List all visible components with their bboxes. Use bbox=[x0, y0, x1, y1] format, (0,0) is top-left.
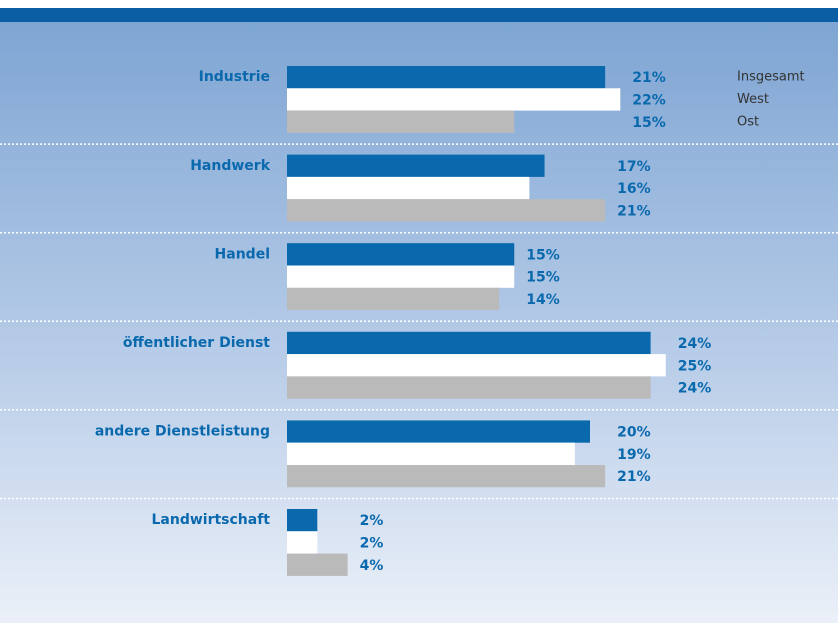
bar bbox=[287, 110, 515, 133]
value-label: 4% bbox=[360, 558, 384, 574]
bar bbox=[287, 287, 500, 311]
bar bbox=[287, 442, 575, 465]
bar bbox=[287, 465, 606, 488]
value-label: 21% bbox=[632, 70, 666, 86]
bar bbox=[287, 176, 530, 200]
value-label: 16% bbox=[617, 181, 651, 197]
category-label: Landwirtschaft bbox=[151, 512, 270, 528]
category-label: Industrie bbox=[199, 69, 270, 85]
bar bbox=[287, 66, 606, 89]
bar bbox=[287, 553, 348, 576]
bar bbox=[287, 154, 545, 177]
value-label: 2% bbox=[360, 535, 384, 551]
legend-label: West bbox=[737, 92, 769, 107]
bar bbox=[287, 354, 666, 377]
bar bbox=[287, 531, 318, 554]
value-label: 21% bbox=[617, 203, 651, 219]
bar bbox=[287, 376, 651, 399]
value-label: 21% bbox=[617, 469, 651, 485]
bar bbox=[287, 243, 515, 266]
value-label: 24% bbox=[678, 336, 712, 352]
value-label: 15% bbox=[526, 247, 560, 263]
value-label: 22% bbox=[632, 92, 666, 108]
category-label: andere Dienstleistung bbox=[95, 424, 270, 440]
legend-label: Insgesamt bbox=[737, 70, 805, 85]
value-label: 2% bbox=[360, 513, 384, 529]
value-label: 19% bbox=[617, 447, 651, 463]
legend-label: Ost bbox=[737, 114, 759, 129]
value-label: 20% bbox=[617, 425, 651, 441]
bar bbox=[287, 420, 590, 443]
value-label: 15% bbox=[632, 115, 666, 131]
bar bbox=[287, 88, 621, 111]
category-label: Handel bbox=[215, 246, 270, 262]
value-label: 25% bbox=[678, 358, 712, 374]
bar bbox=[287, 509, 318, 532]
bar bbox=[287, 265, 515, 288]
value-label: 17% bbox=[617, 159, 651, 175]
category-label: öffentlicher Dienst bbox=[123, 335, 270, 351]
value-label: 15% bbox=[526, 270, 560, 286]
header-band bbox=[0, 8, 838, 22]
bar bbox=[287, 331, 651, 355]
value-label: 14% bbox=[526, 292, 560, 308]
category-label: Handwerk bbox=[190, 158, 270, 174]
bar bbox=[287, 199, 606, 222]
value-label: 24% bbox=[678, 381, 712, 397]
